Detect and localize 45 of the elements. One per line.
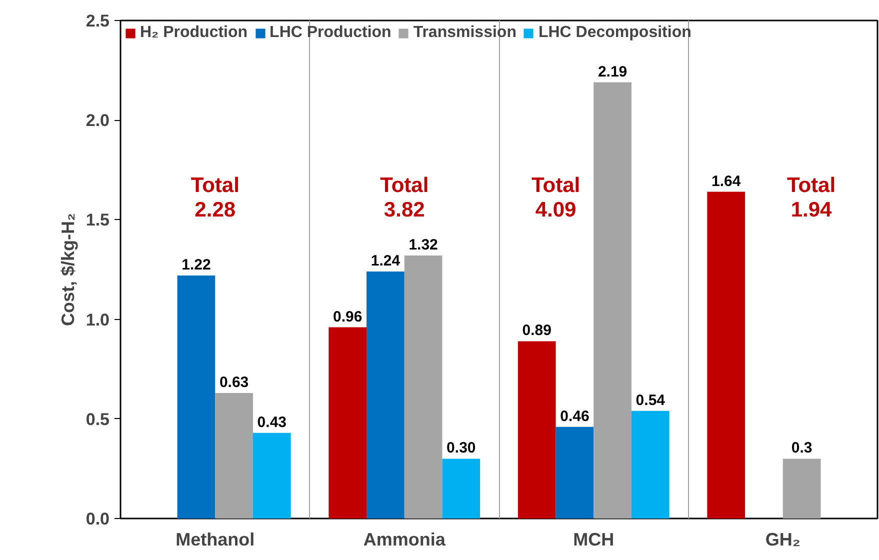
y-tick-label: 2.0 — [86, 111, 110, 130]
y-tick-label: 1.5 — [86, 210, 110, 230]
y-axis-title: Cost, $/kg-H₂ — [58, 212, 78, 326]
x-tick-label: MCH — [573, 530, 614, 550]
legend-label: H₂ Production — [140, 24, 248, 42]
y-tick-label: 1.0 — [86, 310, 110, 330]
annotation: Total 1.94 — [786, 174, 836, 222]
data-label: 0.3 — [791, 440, 812, 457]
data-label: 0.89 — [522, 322, 552, 340]
x-tick-label: GH₂ — [765, 530, 800, 550]
data-label: 0.46 — [560, 408, 590, 425]
annotation: Total 3.82 — [380, 174, 429, 222]
data-label: 0.54 — [636, 392, 666, 409]
bar — [782, 458, 821, 518]
bar — [518, 341, 556, 518]
legend-label: LHC Decomposition — [538, 24, 692, 42]
legend-label: Transmission — [413, 24, 516, 42]
data-label: 1.24 — [370, 252, 401, 270]
bar — [631, 410, 670, 518]
data-label: 0.96 — [333, 308, 362, 326]
bar — [366, 271, 404, 518]
data-label: 1.32 — [408, 236, 438, 254]
x-tick-label: Ammonia — [363, 530, 446, 550]
bar — [707, 192, 746, 518]
data-label: 0.63 — [219, 374, 249, 392]
data-label: 0.43 — [257, 414, 287, 431]
bar — [215, 393, 253, 518]
bar — [404, 256, 442, 518]
legend-label: LHC Production — [270, 24, 392, 42]
annotation: Total 4.09 — [531, 174, 580, 222]
data-label: 0.30 — [446, 440, 476, 457]
bar — [594, 82, 632, 518]
bar — [556, 426, 594, 518]
x-tick-label: Methanol — [176, 530, 255, 550]
data-label: 1.22 — [182, 256, 211, 274]
annotation: Total 2.28 — [190, 174, 240, 222]
data-label: 2.19 — [598, 63, 628, 80]
bar — [252, 432, 291, 518]
y-tick-label: 0.5 — [86, 410, 110, 429]
y-tick-label: 2.5 — [86, 12, 110, 30]
bar — [442, 458, 480, 518]
data-label: 1.64 — [712, 172, 742, 190]
bar — [328, 327, 367, 518]
y-tick-label: 0.0 — [86, 510, 110, 528]
bar — [177, 275, 216, 518]
